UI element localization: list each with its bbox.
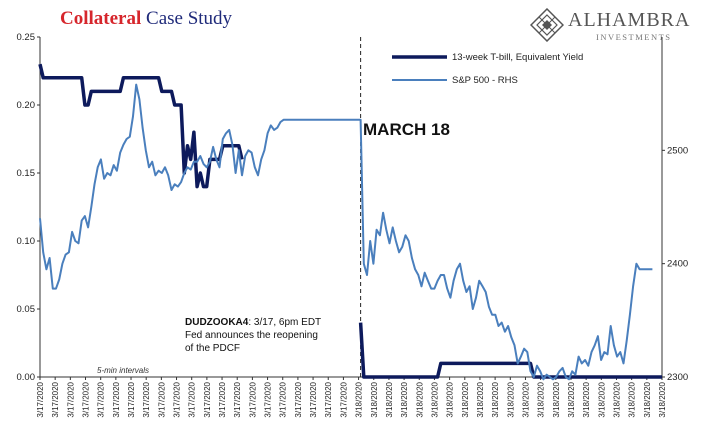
x-tick-label: 3/18/2020 xyxy=(643,381,652,417)
x-tick-label: 3/17/2020 xyxy=(309,381,318,417)
x-tick-label: 3/17/2020 xyxy=(142,381,151,417)
x-tick-label: 3/18/2020 xyxy=(658,381,667,417)
logo-name: ALHAMBRA xyxy=(568,9,691,31)
x-tick-label: 3/18/2020 xyxy=(415,381,424,417)
left-tick-label: 0.15 xyxy=(17,168,36,179)
x-tick-label: 3/17/2020 xyxy=(339,381,348,417)
x-tick-label: 3/17/2020 xyxy=(324,381,333,417)
chart-series xyxy=(38,63,662,381)
x-tick-label: 3/18/2020 xyxy=(582,381,591,417)
chart-title: Collateral Case Study xyxy=(60,8,233,29)
x-tick-label: 3/18/2020 xyxy=(430,381,439,417)
left-tick-label: 0.05 xyxy=(17,304,36,315)
x-tick-label: 3/17/2020 xyxy=(173,381,182,417)
x-tick-label: 3/18/2020 xyxy=(461,381,470,417)
x-tick-label: 3/17/2020 xyxy=(82,381,91,417)
chart-axes: 0.00 0.05 0.10 0.15 0.20 0.25 2300 2400 2500 3/17… xyxy=(17,32,689,418)
x-tick-label: 3/17/2020 xyxy=(66,381,75,417)
dudzooka-annotation: DUDZOOKA4: 3/17, 6pm EDT Fed announces t… xyxy=(185,317,322,354)
x-tick-label: 3/18/2020 xyxy=(355,381,364,417)
x-tick-label: 3/17/2020 xyxy=(112,381,121,417)
x-tick-label: 3/18/2020 xyxy=(628,381,637,417)
x-tick-label: 3/18/2020 xyxy=(446,381,455,417)
x-tick-label: 3/18/2020 xyxy=(521,381,530,417)
x-tick-label: 3/17/2020 xyxy=(233,381,242,417)
x-tick-label: 3/18/2020 xyxy=(476,381,485,417)
right-tick-label: 2300 xyxy=(667,372,688,383)
x-tick-label: 3/17/2020 xyxy=(279,381,288,417)
legend-label-1: S&P 500 - RHS xyxy=(452,75,518,86)
x-tick-label: 3/17/2020 xyxy=(248,381,257,417)
x-tick-label: 3/17/2020 xyxy=(127,381,136,417)
legend-label-0: 13-week T-bill, Equivalent Yield xyxy=(452,52,583,63)
series-line-1 xyxy=(39,83,653,381)
series-line-0 xyxy=(38,63,662,379)
x-tick-label: 3/18/2020 xyxy=(385,381,394,417)
x-tick-label: 3/18/2020 xyxy=(597,381,606,417)
right-tick-label: 2400 xyxy=(667,259,688,270)
x-tick-label: 3/17/2020 xyxy=(157,381,166,417)
march-annotation: MARCH 18 xyxy=(363,120,450,139)
x-tick-label: 3/17/2020 xyxy=(294,381,303,417)
chart-legend: 13-week T-bill, Equivalent Yield S&P 500 … xyxy=(392,52,583,86)
x-tick-label: 3/17/2020 xyxy=(36,381,45,417)
x-tick-label: 3/17/2020 xyxy=(264,381,273,417)
x-tick-label: 3/18/2020 xyxy=(370,381,379,417)
x-tick-label: 3/18/2020 xyxy=(400,381,409,417)
left-tick-label: 0.25 xyxy=(17,32,36,43)
diamond-lattice-icon xyxy=(530,8,564,42)
right-tick-label: 2500 xyxy=(667,145,688,156)
alhambra-logo: ALHAMBRA INVESTMENTS xyxy=(530,6,700,44)
logo-subtitle: INVESTMENTS xyxy=(596,32,672,42)
x-tick-label: 3/18/2020 xyxy=(612,381,621,417)
left-tick-label: 0.00 xyxy=(17,372,36,383)
x-tick-label: 3/17/2020 xyxy=(97,381,106,417)
x-tick-label: 3/17/2020 xyxy=(203,381,212,417)
left-tick-label: 0.10 xyxy=(17,236,36,247)
x-tick-label: 3/17/2020 xyxy=(51,381,60,417)
x-tick-label: 3/18/2020 xyxy=(506,381,515,417)
interval-note: 5-min intervals xyxy=(97,366,150,375)
x-tick-label: 3/17/2020 xyxy=(218,381,227,417)
x-tick-label: 3/17/2020 xyxy=(188,381,197,417)
x-tick-label: 3/18/2020 xyxy=(491,381,500,417)
left-tick-label: 0.20 xyxy=(17,100,36,111)
x-tick-label: 3/18/2020 xyxy=(552,381,561,417)
x-tick-label: 3/18/2020 xyxy=(537,381,546,417)
x-tick-label: 3/18/2020 xyxy=(567,381,576,417)
